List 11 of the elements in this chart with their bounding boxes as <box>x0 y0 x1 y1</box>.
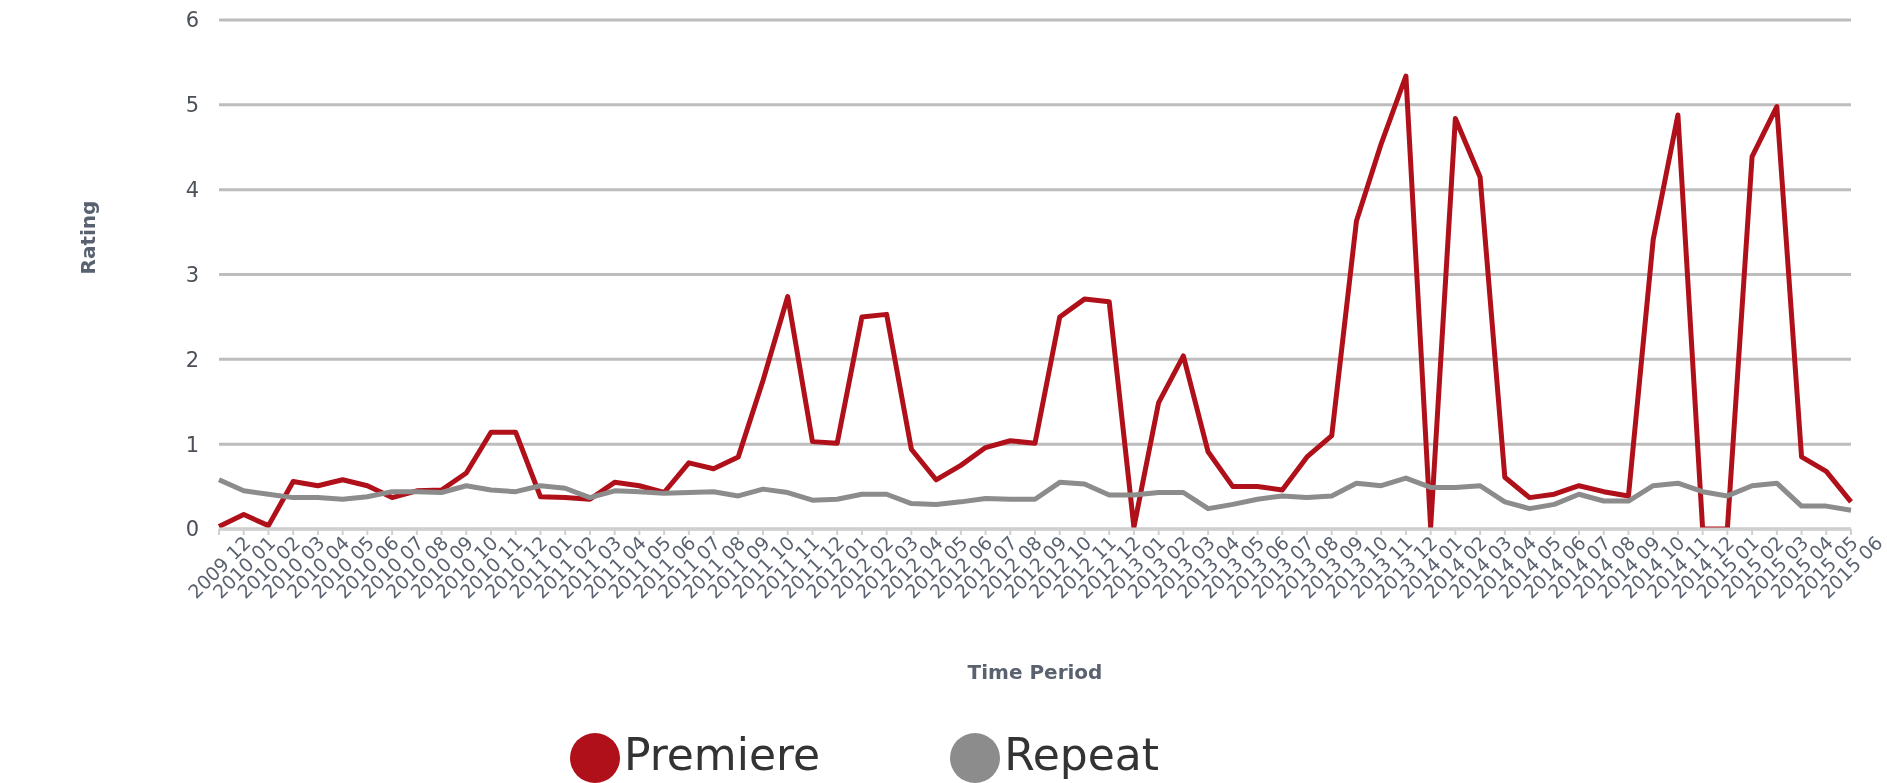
y-axis-title: Rating <box>76 200 101 275</box>
y-tick-label: 2 <box>185 347 199 372</box>
y-tick-label: 3 <box>185 262 199 287</box>
y-tick-label: 6 <box>185 8 199 33</box>
legend-label: Premiere <box>623 729 821 780</box>
y-tick-label: 5 <box>185 93 199 118</box>
y-tick-label: 4 <box>185 178 199 203</box>
legend-label: Repeat <box>1004 729 1160 780</box>
x-axis-title: Time Period <box>967 660 1103 684</box>
y-tick-label: 1 <box>185 432 199 457</box>
y-tick-label: 0 <box>185 517 199 542</box>
